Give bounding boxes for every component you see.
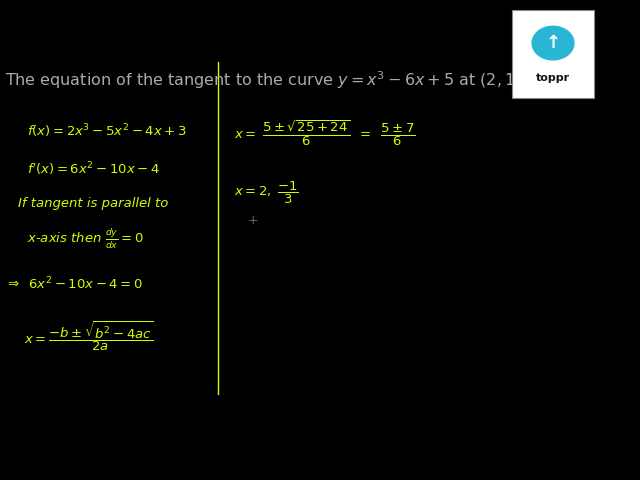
Text: $x = \dfrac{-b \pm \sqrt{b^2 - 4ac}}{2a}$: $x = \dfrac{-b \pm \sqrt{b^2 - 4ac}}{2a}… bbox=[24, 319, 154, 353]
Text: ↑: ↑ bbox=[545, 34, 561, 52]
Text: $x = 2,\; \dfrac{-1}{3}$: $x = 2,\; \dfrac{-1}{3}$ bbox=[234, 180, 299, 206]
Text: $x = \;\dfrac{5 \pm \sqrt{25 + 24}}{6} \;\;=\;\; \dfrac{5 \pm 7}{6}$: $x = \;\dfrac{5 \pm \sqrt{25 + 24}}{6} \… bbox=[234, 118, 416, 147]
Text: $x$-axis then $\frac{dy}{dx} = 0$: $x$-axis then $\frac{dy}{dx} = 0$ bbox=[28, 227, 145, 251]
Text: $\Rightarrow \;\; 6x^2 - 10x - 4 = 0$: $\Rightarrow \;\; 6x^2 - 10x - 4 = 0$ bbox=[4, 276, 143, 293]
Text: If tangent is parallel to: If tangent is parallel to bbox=[18, 197, 168, 210]
Text: $f'(x) = 6x^2 - 10x - 4$: $f'(x) = 6x^2 - 10x - 4$ bbox=[28, 161, 161, 179]
Text: $f(x) = 2x^3 - 5x^2 - 4x + 3$: $f(x) = 2x^3 - 5x^2 - 4x + 3$ bbox=[28, 122, 188, 140]
Text: toppr: toppr bbox=[536, 72, 570, 83]
Text: The equation of the tangent to the curve $y = x^3 - 6x + 5$ at $(2, 1)$ is: The equation of the tangent to the curve… bbox=[4, 70, 540, 91]
Circle shape bbox=[532, 26, 574, 60]
FancyBboxPatch shape bbox=[512, 10, 594, 98]
Text: +: + bbox=[248, 214, 259, 227]
